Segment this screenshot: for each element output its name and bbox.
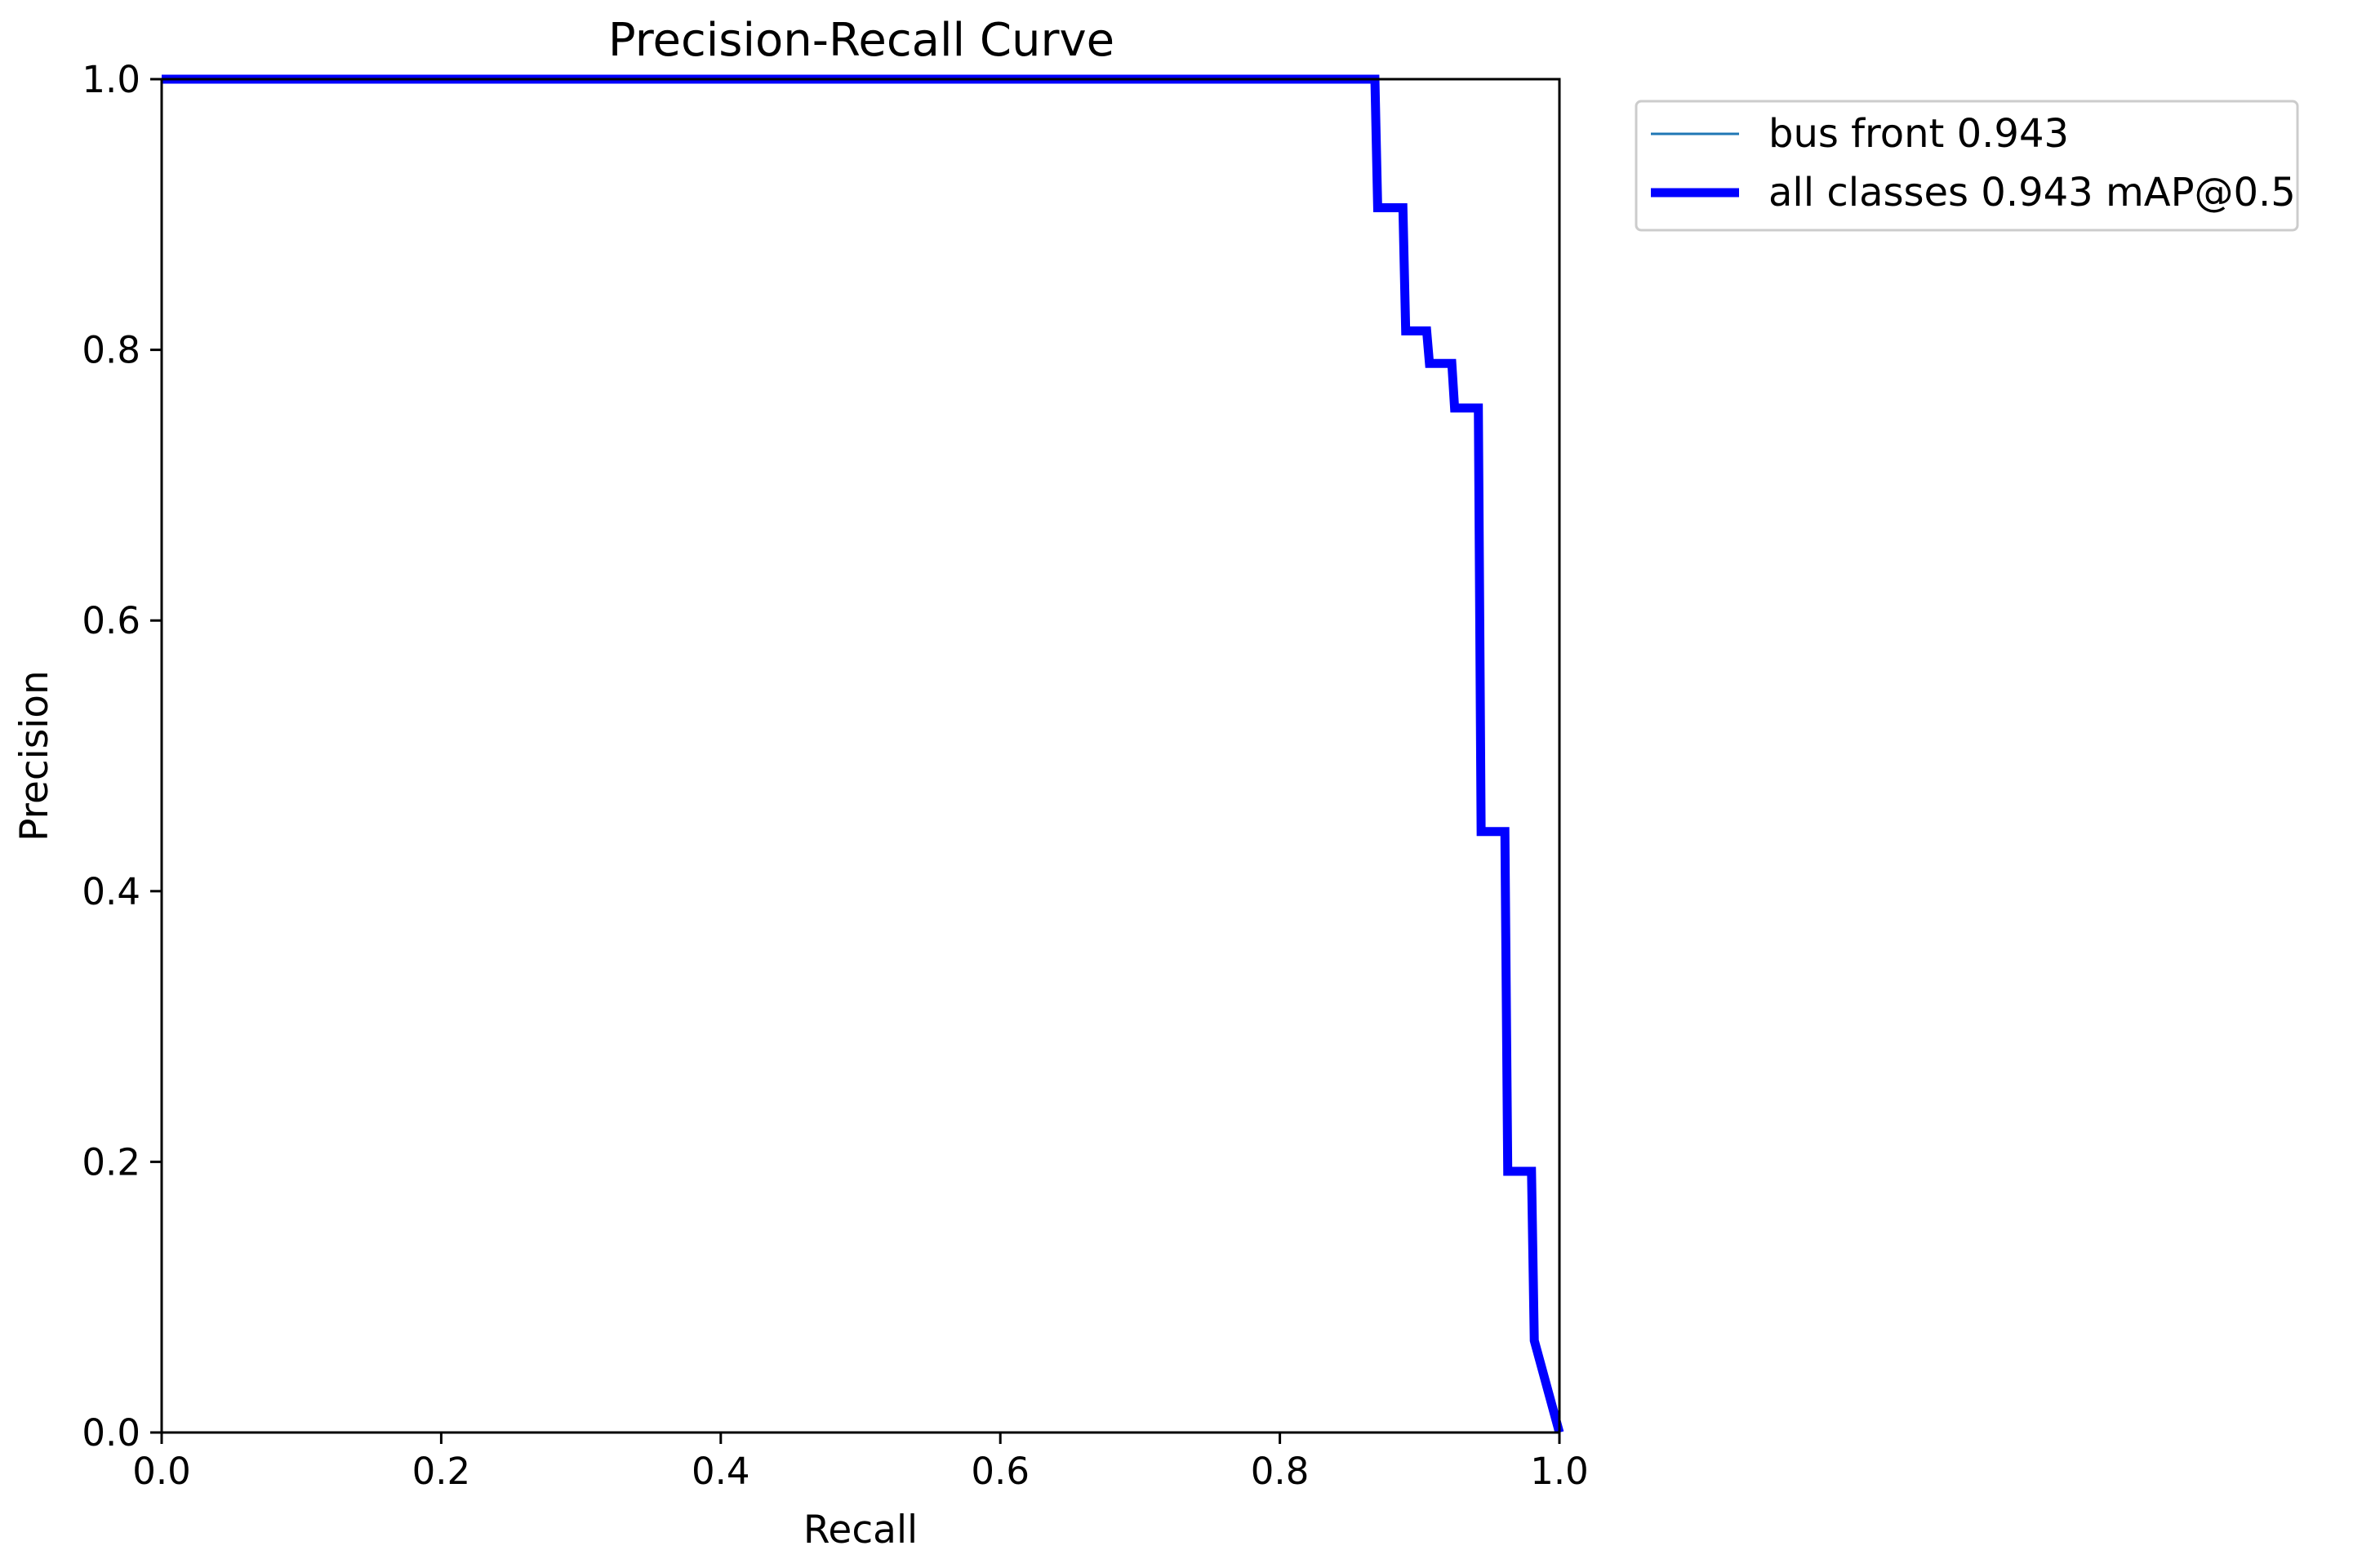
- x-tick-label: 0.8: [1251, 1450, 1310, 1493]
- y-tick-label: 0.0: [82, 1411, 140, 1455]
- y-axis-title: Precision: [12, 670, 57, 842]
- series-layer: [162, 74, 1564, 1434]
- x-tick-label: 0.4: [692, 1450, 750, 1493]
- x-axis: 0.0 0.2 0.4 0.6 0.8 1.0: [132, 1433, 1589, 1493]
- x-tick-label: 0.0: [132, 1450, 191, 1493]
- y-tick-label: 0.2: [82, 1140, 140, 1184]
- plot-area-frame: [160, 78, 1561, 1434]
- x-tick-label: 0.2: [412, 1450, 471, 1493]
- series-line-1: [162, 74, 1564, 1434]
- legend-label-all-classes: all classes 0.943 mAP@0.5: [1768, 170, 2296, 215]
- legend: bus front 0.943 all classes 0.943 mAP@0.…: [1635, 100, 2299, 232]
- legend-label-bus-front: bus front 0.943: [1768, 111, 2069, 157]
- legend-box: [1635, 100, 2299, 232]
- y-tick-label: 0.8: [82, 329, 140, 372]
- x-tick-label: 1.0: [1530, 1450, 1589, 1493]
- chart-title: Precision-Recall Curve: [608, 14, 1114, 67]
- x-axis-title: Recall: [803, 1508, 918, 1552]
- y-tick-label: 0.4: [82, 870, 140, 913]
- y-tick-label: 0.6: [82, 599, 140, 642]
- y-axis: 0.0 0.2 0.4 0.6 0.8 1.0: [82, 58, 162, 1455]
- x-tick-label: 0.6: [971, 1450, 1030, 1493]
- y-tick-label: 1.0: [82, 58, 140, 101]
